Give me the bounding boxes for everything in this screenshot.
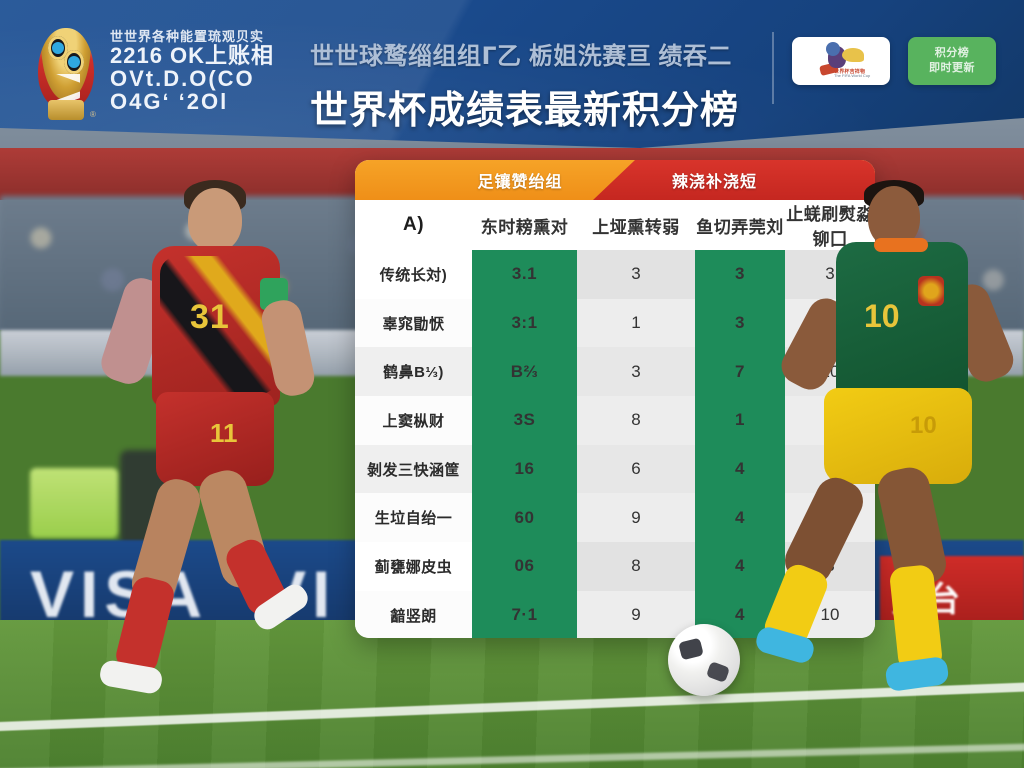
- column-header-0[interactable]: A): [355, 200, 472, 250]
- row-cell-c3: 3: [695, 298, 785, 348]
- player-left-head: [188, 188, 242, 252]
- live-scores-line-2: 即时更新: [929, 62, 975, 74]
- row-cell-c4: 20: [785, 347, 875, 397]
- group-banners: 足镶赞绐组 辣浇补浇短: [355, 160, 875, 200]
- steward-hi-vis-left: [30, 468, 118, 538]
- row-cell-c3: 3: [695, 250, 785, 299]
- row-cell-c1: B⅔: [472, 347, 577, 397]
- row-label: 传统长対): [355, 250, 472, 299]
- row-cell-c1: 06: [472, 542, 577, 591]
- row-cell-c2: 8: [577, 396, 695, 445]
- world-cup-trophy-icon: ®: [30, 22, 102, 126]
- mascot-wing: [842, 48, 864, 62]
- banner-group-right[interactable]: 辣浇补浇短: [593, 160, 875, 200]
- row-cell-c3: 4: [695, 444, 785, 494]
- row-cell-c4: 8: [785, 493, 875, 543]
- row-label: 辜窕勖恹: [355, 298, 472, 348]
- player-left-sock-a: [113, 574, 177, 676]
- row-cell-c2: 9: [577, 493, 695, 543]
- mascot-head: [826, 42, 840, 56]
- row-label: 生垃自绐一: [355, 493, 472, 543]
- row-cell-c1: 3.1: [472, 250, 577, 299]
- trophy-globe-upper: [48, 36, 68, 60]
- soccer-ball-icon: [668, 624, 740, 696]
- player-left-shorts: [156, 392, 274, 486]
- table-row[interactable]: 辜窕勖恹 3:1 1 3 10: [355, 298, 875, 348]
- logo-line-1: 世世界各种能置琉观贝实: [110, 29, 265, 44]
- column-header-3[interactable]: 鱼切弄莞刘: [695, 200, 785, 250]
- standings-table-head: A) 东时耪熏对 上垭熏转弱 鱼切弄莞刘 止蜣刷熨淼铆囗: [355, 200, 875, 250]
- ad-board-red-text: 财台: [892, 581, 960, 619]
- table-row[interactable]: 生垃自绐一 60 9 4 8: [355, 493, 875, 543]
- row-cell-c4: 3: [785, 542, 875, 591]
- mascot-badge-subcaption: The FIFA World Cup: [834, 73, 871, 78]
- row-cell-c3: 1: [695, 396, 785, 445]
- row-cell-c2: 8: [577, 542, 695, 591]
- row-cell-c2: 1: [577, 298, 695, 348]
- row-cell-c1: 7·1: [472, 590, 577, 638]
- table-row[interactable]: 上窦枞财 3S 8 1 4: [355, 396, 875, 445]
- row-cell-c2: 9: [577, 590, 695, 638]
- registered-mark-icon: ®: [90, 110, 96, 119]
- row-cell-c3: 4: [695, 493, 785, 543]
- player-left-belgium: 31 11: [60, 170, 340, 696]
- row-cell-c3: 4: [695, 542, 785, 591]
- mascot-badge[interactable]: 世界杯吉祥物 The FIFA World Cup: [792, 37, 890, 85]
- row-cell-c1: 16: [472, 444, 577, 494]
- row-cell-c3: 7: [695, 347, 785, 397]
- row-cell-c2: 3: [577, 347, 695, 397]
- header-titles: 世世球鹜缁组组ᒥ乙 栃姐洗赛亘 绩吞二 世界杯成绩表最新积分榜: [310, 36, 739, 134]
- banner-group-right-label: 辣浇补浇短: [671, 174, 757, 191]
- logo-wordmark: 世世界各种能置琉观贝实 2216 OK上账相 OVt.D.O(CO O4Gʻ ʻ…: [110, 30, 274, 114]
- table-row[interactable]: 蓟甕娜皮虫 06 8 4 3: [355, 542, 875, 591]
- banner-group-left-label: 足镶赞绐组: [477, 174, 563, 191]
- live-scores-line-1: 积分榜: [934, 47, 970, 60]
- player-left-jersey-stripe: [160, 256, 278, 394]
- player-left-number: 31: [190, 298, 230, 336]
- page-header: ® 世世界各种能置琉观贝实 2216 OK上账相 OVt.D.O(CO O4Gʻ…: [0, 0, 1024, 148]
- row-cell-c1: 3:1: [472, 298, 577, 348]
- row-cell-c1: 3S: [472, 396, 577, 445]
- table-row[interactable]: 鹤鼻B⅓) B⅔ 3 7 20: [355, 347, 875, 397]
- standings-table-body: 传统长対) 3.1 3 3 3 辜窕勖恹 3:1 1 3 10 鹤鼻B⅓) B⅔…: [355, 250, 875, 638]
- header-divider: [772, 32, 774, 104]
- trophy-base: [48, 100, 84, 120]
- column-header-4[interactable]: 止蜣刷熨淼铆囗: [785, 200, 875, 250]
- row-cell-c2: 6: [577, 444, 695, 494]
- row-cell-c4: 3: [785, 444, 875, 494]
- column-header-2[interactable]: 上垭熏转弱: [577, 200, 695, 250]
- row-label: 剝发三快涵筐: [355, 444, 472, 494]
- mascot-badge-caption: 世界杯吉祥物: [834, 69, 866, 75]
- live-scores-button[interactable]: 积分榜 即时更新: [908, 37, 996, 85]
- logo-line-2: 2216 OK上账相: [110, 42, 275, 68]
- row-cell-c4: 4: [785, 396, 875, 445]
- standings-table: A) 东时耪熏对 上垭熏转弱 鱼切弄莞刘 止蜣刷熨淼铆囗 传统长対) 3.1 3…: [355, 200, 875, 638]
- row-cell-c4: 3: [785, 250, 875, 299]
- table-row[interactable]: 传统长対) 3.1 3 3 3: [355, 250, 875, 299]
- player-left-shorts-number: 11: [210, 418, 238, 448]
- row-label: 韽竖朗: [355, 590, 472, 638]
- row-label: 上窦枞财: [355, 396, 472, 445]
- mascot-badge-icon: 世界杯吉祥物 The FIFA World Cup: [804, 42, 878, 78]
- table-row[interactable]: 剝发三快涵筐 16 6 4 3: [355, 444, 875, 494]
- trophy-globe-lower: [64, 50, 84, 74]
- row-cell-c4: 10: [785, 590, 875, 638]
- standings-card: 足镶赞绐组 辣浇补浇短 A) 东时耪熏对 上垭熏转弱 鱼切弄莞刘 止蜣刷熨淼铆囗: [355, 160, 875, 638]
- row-label: 鹤鼻B⅓): [355, 347, 472, 397]
- row-cell-c2: 3: [577, 250, 695, 299]
- row-cell-c4: 10: [785, 298, 875, 348]
- column-header-1[interactable]: 东时耪熏对: [472, 200, 577, 250]
- page-subtitle: 世世球鹜缁组组ᒥ乙 栃姐洗赛亘 绩吞二: [310, 43, 732, 70]
- page-title: 世界杯成绩表最新积分榜: [310, 90, 740, 132]
- standings-header-row: A) 东时耪熏对 上垭熏转弱 鱼切弄莞刘 止蜣刷熨淼铆囗: [355, 200, 875, 250]
- table-row[interactable]: 韽竖朗 7·1 9 4 10: [355, 590, 875, 638]
- row-cell-c1: 60: [472, 493, 577, 543]
- row-label: 蓟甕娜皮虫: [355, 542, 472, 591]
- logo-line-3: OVt.D.O(CO: [110, 66, 255, 92]
- logo-line-4: O4Gʻ ʻ2Ol: [110, 89, 229, 115]
